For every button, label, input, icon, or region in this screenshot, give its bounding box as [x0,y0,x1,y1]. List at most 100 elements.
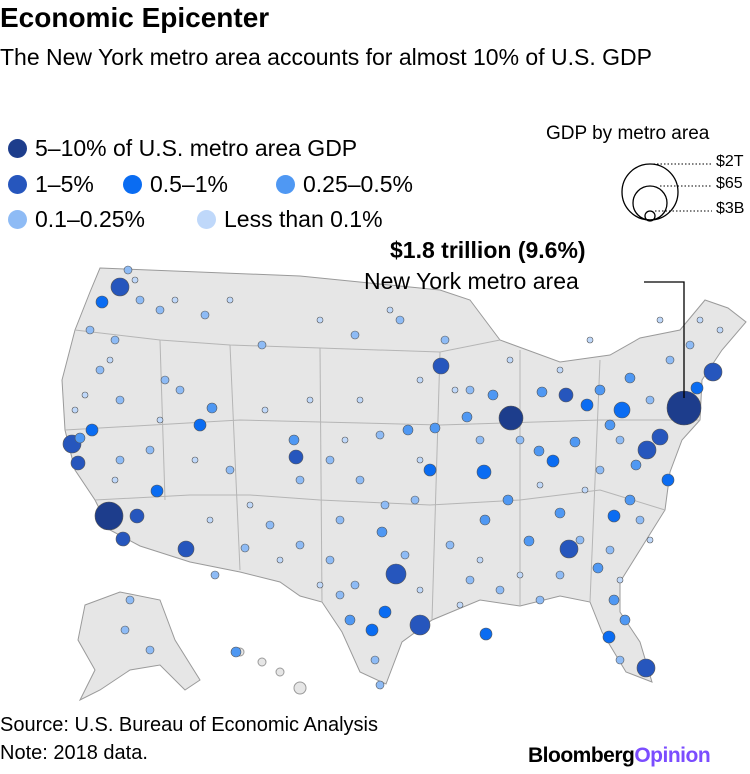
legend-item: 1–5% [8,171,94,198]
metro-bubble [115,455,125,465]
metro-bubble [456,601,464,609]
metro-bubble [177,540,195,558]
metro-bubble [123,265,133,275]
metro-bubble [619,614,631,626]
metro-bubble [295,540,305,550]
metro-bubble [615,435,625,445]
metro-bubble [602,630,616,644]
metro-bubble [607,509,621,523]
metro-bubble [515,435,525,445]
metro-bubble [556,366,564,374]
metro-bubble [432,357,450,375]
metro-bubble [416,376,424,384]
land [61,267,747,702]
metro-bubble [645,395,655,405]
metro-bubble [335,590,345,600]
metro-bubble [575,535,585,545]
legend-item: 0.25–0.5% [276,171,413,198]
metro-bubble [120,625,130,635]
metro-bubble [615,655,625,665]
metro-bubble [325,455,335,465]
metro-bubble [630,459,642,471]
legend-label: 0.5–1% [150,171,229,197]
metro-bubble [487,389,499,401]
metro-bubble [365,623,379,637]
size-legend-label: $3B [716,200,745,217]
metro-bubble [498,405,524,431]
metro-bubble [155,305,165,315]
metro-bubble [385,563,407,585]
legend-item: 0.5–1% [123,171,228,198]
metro-bubble [476,464,492,480]
metro-bubble [95,365,105,375]
metro-bubble [555,570,565,580]
metro-bubble [316,581,324,589]
metro-bubble [370,655,380,665]
metro-bubble [110,277,130,297]
metro-bubble [230,646,242,658]
metro-bubble [306,396,314,404]
metro-bubble [696,316,704,324]
metro-bubble [429,422,441,434]
metro-bubble [635,515,645,525]
legend-label: 0.25–0.5% [303,171,413,197]
metro-bubble [276,556,284,564]
metro-bubble [316,316,324,324]
metro-bubble [206,516,214,524]
metro-bubble [558,387,574,403]
metro-bubble [479,514,491,526]
metro-bubble [465,385,475,395]
metro-bubble [651,428,669,446]
metro-bubble [581,486,589,494]
metro-bubble [375,430,385,440]
size-legend-circles [621,163,712,222]
metro-bubble [356,396,364,404]
metro-bubble [145,645,155,655]
metro-bubble [350,580,360,590]
metro-bubble [637,440,657,460]
metro-bubble [81,391,89,399]
legend-label: 1–5% [35,171,94,197]
metro-bubble [395,315,405,325]
metro-bubble [685,340,695,350]
metro-bubble [569,436,581,448]
metro-bubble [533,445,545,457]
metro-bubble [554,507,566,519]
size-legend-title: GDP by metro area [546,123,710,144]
metro-bubble [516,571,524,579]
metro-bubble [295,475,305,485]
metro-bubble [402,424,414,436]
legend-label: 5–10% of U.S. metro area GDP [35,135,358,161]
hawaii [235,647,307,695]
metro-bubble [325,555,335,565]
metro-bubble [592,562,604,574]
metro-bubble [624,372,636,384]
metro-bubble [150,484,164,498]
metro-bubble [605,545,615,555]
metro-bubble [135,295,145,305]
metro-bubble [506,356,514,364]
metro-bubble [74,432,86,444]
metro-bubble [200,310,210,320]
metro-bubble [594,384,606,396]
metro-bubble [376,526,388,538]
metro-bubble [115,531,131,547]
metro-bubble [440,335,450,345]
metro-bubble [451,386,459,394]
metro-bubble [546,454,560,468]
metro-bubble [613,401,631,419]
metro-bubble [110,335,120,345]
metro-bubble [665,355,675,365]
metro-bubble [145,445,155,455]
metro-bubble [661,473,675,487]
legend-swatch [8,175,27,194]
metro-bubble [604,419,616,431]
metro-bubble [400,550,410,560]
metro-bubble [95,295,109,309]
metro-bubble [608,594,620,606]
note: Note: 2018 data. [0,742,148,764]
metro-bubble [595,465,605,475]
legend-label: 0.1–0.25% [35,206,145,232]
